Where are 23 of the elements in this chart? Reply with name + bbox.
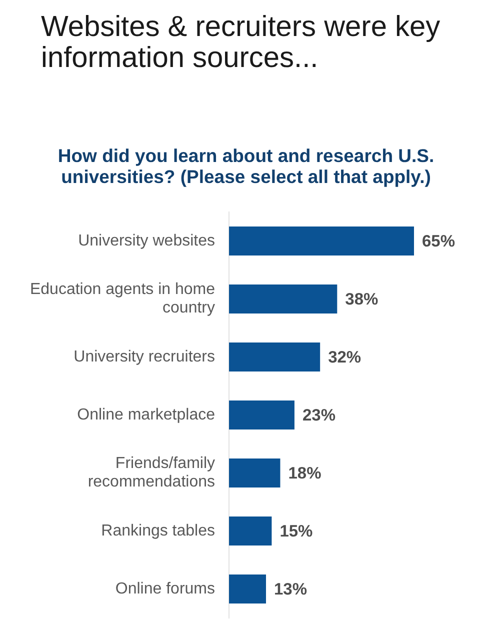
y-tick-label: Education agents in home country bbox=[30, 281, 216, 317]
data-label: 13% bbox=[274, 580, 308, 599]
bar bbox=[229, 400, 294, 430]
chart-title: Websites & recruiters were key information sources... bbox=[41, 11, 442, 74]
bar bbox=[229, 574, 266, 604]
bar bbox=[229, 516, 272, 546]
y-tick-label: Friends/family recommendations bbox=[88, 455, 215, 491]
y-tick-label: Online forums bbox=[115, 580, 215, 598]
bar bbox=[229, 342, 320, 372]
y-tick-label: University recruiters bbox=[74, 348, 215, 366]
y-tick-label: Online marketplace bbox=[77, 406, 216, 424]
data-label: 65% bbox=[422, 232, 456, 251]
bar bbox=[229, 458, 280, 488]
y-tick-label: University websites bbox=[78, 232, 215, 250]
bar bbox=[229, 226, 414, 256]
chart-subtitle: How did you learn about and research U.S. universities? (Please select all that apply.) bbox=[56, 145, 436, 187]
data-label: 23% bbox=[302, 406, 336, 425]
data-label: 38% bbox=[345, 290, 379, 309]
y-tick-label: Rankings tables bbox=[101, 522, 215, 540]
data-label: 18% bbox=[288, 464, 322, 483]
data-label: 32% bbox=[328, 348, 362, 367]
bar bbox=[229, 284, 338, 314]
data-label: 15% bbox=[280, 522, 314, 541]
